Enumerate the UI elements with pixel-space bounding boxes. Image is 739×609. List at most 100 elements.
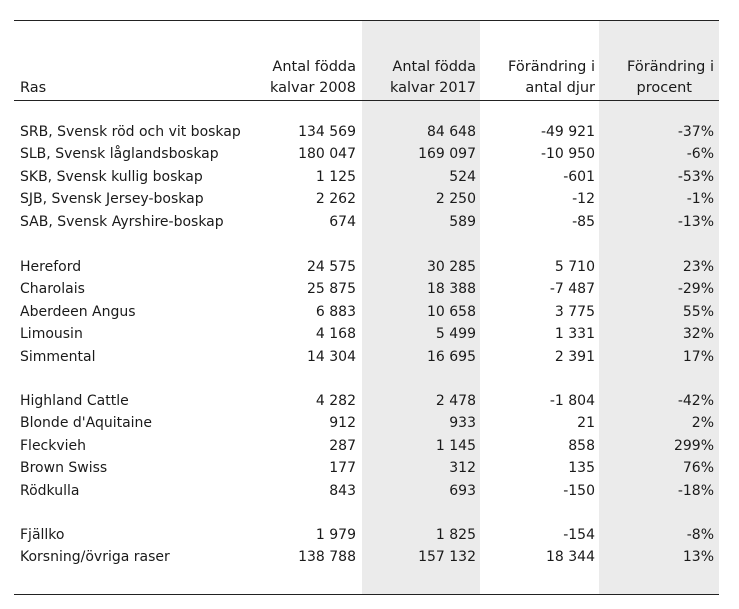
- cell-change: 3 775: [554, 303, 595, 320]
- cell-2008: 180 047: [298, 146, 356, 163]
- cell-2008: 134 569: [298, 124, 356, 140]
- cell-change: -85: [572, 213, 595, 230]
- cell-ras: Fjällko: [20, 527, 65, 543]
- cell-percent: -6%: [686, 146, 714, 163]
- cell-2008: 14 304: [307, 348, 356, 365]
- cell-2017: 2 478: [435, 393, 476, 409]
- cell-percent: 23%: [682, 259, 714, 275]
- header-ras: Ras: [20, 80, 47, 96]
- cell-ras: Fleckvieh: [20, 437, 87, 454]
- cell-change: -12: [572, 191, 595, 208]
- cell-percent: -13%: [677, 213, 714, 230]
- cell-ras: Brown Swiss: [20, 460, 108, 477]
- cell-ras: Blonde d'Aquitaine: [20, 415, 153, 432]
- cell-percent: -29%: [677, 281, 714, 298]
- cell-2017: 10 658: [427, 303, 476, 320]
- header-change-line2: antal djur: [525, 80, 595, 96]
- cell-ras: SJB, Svensk Jersey-boskap: [20, 191, 204, 208]
- cell-2017: 1 145: [435, 437, 476, 454]
- cell-change: 2 391: [554, 348, 595, 365]
- cell-2008: 138 788: [298, 549, 356, 566]
- cell-change: -601: [563, 168, 595, 185]
- cell-2017: 157 132: [418, 549, 476, 566]
- cell-change: 5 710: [554, 259, 595, 275]
- bottom-rule: [14, 594, 719, 595]
- cell-2017: 589: [449, 213, 476, 230]
- cell-change: -10 950: [540, 146, 595, 163]
- cell-2008: 912: [329, 415, 356, 432]
- cell-percent: 13%: [682, 549, 714, 566]
- header-2017-line1: Antal födda: [392, 59, 476, 75]
- breed-table: Ras Antal födda kalvar 2008 Antal födda …: [14, 20, 719, 595]
- header-2017-line2: kalvar 2017: [390, 80, 476, 96]
- cell-change: 18 344: [546, 549, 595, 566]
- cell-change: 858: [568, 437, 595, 454]
- cell-ras: Hereford: [20, 259, 82, 275]
- cell-change: 135: [568, 460, 595, 477]
- cell-2008: 177: [329, 460, 356, 477]
- cell-ras: Korsning/övriga raser: [20, 549, 170, 566]
- cell-change: -154: [563, 527, 595, 543]
- cell-percent: -8%: [686, 527, 714, 543]
- cell-ras: SKB, Svensk kullig boskap: [20, 168, 203, 185]
- cell-2008: 1 125: [315, 168, 356, 185]
- header-pct-line1: Förändring i: [627, 59, 714, 75]
- cell-percent: 299%: [673, 437, 714, 454]
- cell-change: -1 804: [549, 393, 595, 409]
- header-pct-line2: procent: [636, 80, 693, 96]
- cell-2008: 2 262: [315, 191, 356, 208]
- cell-percent: 17%: [682, 348, 714, 365]
- cell-ras: SLB, Svensk låglandsboskap: [20, 146, 219, 163]
- cell-2008: 674: [329, 213, 356, 230]
- cell-2008: 25 875: [307, 281, 356, 298]
- cell-percent: -53%: [677, 168, 714, 185]
- cell-ras: Rödkulla: [20, 482, 80, 499]
- cell-percent: 76%: [682, 460, 714, 477]
- cell-percent: -42%: [677, 393, 714, 409]
- cell-2017: 933: [449, 415, 476, 432]
- cell-2017: 30 285: [427, 259, 476, 275]
- cell-2008: 4 282: [315, 393, 356, 409]
- cell-percent: -37%: [677, 124, 714, 140]
- cell-2008: 843: [329, 482, 356, 499]
- header-rule: [14, 100, 719, 101]
- cell-ras: Charolais: [20, 281, 85, 298]
- header-2008-line2: kalvar 2008: [270, 80, 356, 96]
- cell-change: -150: [563, 482, 595, 499]
- cell-change: -49 921: [540, 124, 595, 140]
- cell-2017: 693: [449, 482, 476, 499]
- cell-2017: 312: [449, 460, 476, 477]
- cell-2017: 18 388: [427, 281, 476, 298]
- cell-ras: Aberdeen Angus: [20, 303, 136, 320]
- cell-ras: Highland Cattle: [20, 393, 129, 409]
- cell-percent: 55%: [682, 303, 714, 320]
- cell-2017: 2 250: [435, 191, 476, 208]
- top-rule: [14, 20, 719, 21]
- cell-ras: Simmental: [20, 348, 96, 365]
- cell-percent: -1%: [686, 191, 714, 208]
- cell-2008: 1 979: [315, 527, 356, 543]
- cell-ras: Limousin: [20, 326, 83, 343]
- header-2008-line1: Antal födda: [272, 59, 356, 75]
- cell-percent: 32%: [682, 326, 714, 343]
- cell-2008: 287: [329, 437, 356, 454]
- cell-ras: SRB, Svensk röd och vit boskap: [20, 124, 241, 140]
- cell-2008: 6 883: [315, 303, 356, 320]
- cell-2017: 84 648: [427, 124, 476, 140]
- cell-2017: 16 695: [427, 348, 476, 365]
- cell-2017: 524: [449, 168, 476, 185]
- cell-2017: 5 499: [435, 326, 476, 343]
- cell-ras: SAB, Svensk Ayrshire-boskap: [20, 213, 224, 230]
- cell-2017: 169 097: [418, 146, 476, 163]
- cell-change: 21: [577, 415, 595, 432]
- cell-2008: 4 168: [315, 326, 356, 343]
- cell-2017: 1 825: [435, 527, 476, 543]
- column-shade-2017: [362, 20, 480, 595]
- cell-percent: 2%: [691, 415, 714, 432]
- cell-2008: 24 575: [307, 259, 356, 275]
- cell-change: -7 487: [549, 281, 595, 298]
- cell-percent: -18%: [677, 482, 714, 499]
- column-shade-percent: [599, 20, 719, 595]
- cell-change: 1 331: [554, 326, 595, 343]
- header-change-line1: Förändring i: [508, 59, 595, 75]
